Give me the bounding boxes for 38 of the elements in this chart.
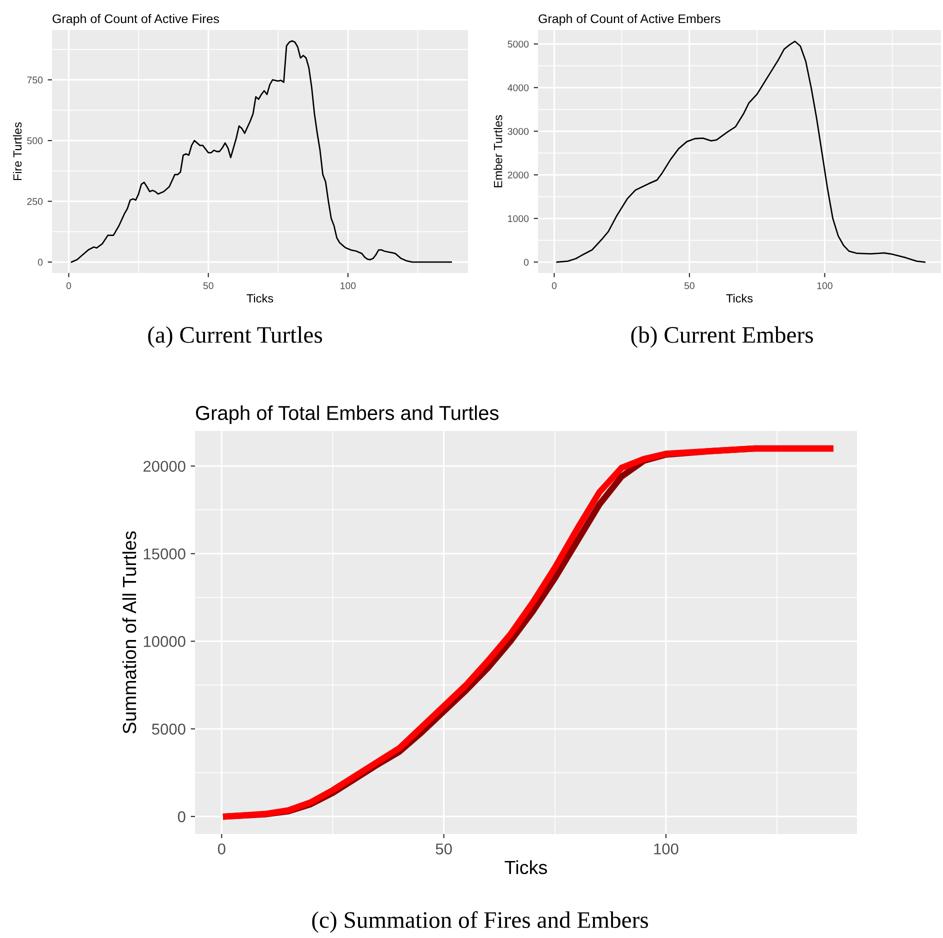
x-tick-label: 0	[552, 282, 557, 290]
text: (a) Current Turtles	[148, 326, 322, 348]
x-axis-title: Ticks	[246, 294, 274, 303]
y-tick-label: 2000	[508, 172, 529, 178]
y-tick-label: 10000	[144, 636, 186, 648]
text: (c) Summation of Fires and Embers	[312, 911, 648, 933]
x-tick-label: 50	[684, 282, 694, 290]
line-series	[556, 40, 926, 263]
y-tick-label: 0	[178, 811, 186, 822]
y-tick-label: 1000	[508, 215, 529, 222]
y-axis-title: Summation of All Turtles	[122, 531, 136, 734]
y-tick-label: 3000	[508, 128, 529, 135]
x-tick-label: 0	[218, 843, 226, 854]
x-axis-title: Ticks	[726, 294, 753, 303]
x-tick-label: 50	[203, 282, 214, 290]
x-tick-label: 100	[340, 282, 356, 290]
y-tick-label: 250	[27, 198, 43, 205]
line-series	[70, 40, 452, 263]
y-axis-title: Ember Turtles	[494, 115, 502, 188]
x-tick-label: 0	[66, 282, 72, 290]
y-tick-label: 5000	[508, 40, 529, 48]
y-tick-label: 20000	[144, 460, 186, 472]
chart-title: Graph of Count of Active Fires	[52, 14, 219, 26]
y-tick-label: 4000	[508, 84, 529, 92]
y-axis-title: Fire Turtles	[12, 122, 22, 180]
y-tick-label: 0	[38, 258, 43, 266]
x-axis-title: Ticks	[504, 860, 547, 874]
x-tick-label: 50	[436, 843, 452, 854]
y-tick-label: 500	[27, 137, 43, 144]
x-tick-label: 100	[817, 282, 832, 290]
text: (b) Current Embers	[631, 326, 813, 348]
y-tick-label: 750	[27, 76, 43, 84]
y-tick-label: 5000	[152, 724, 186, 735]
y-tick-label: 0	[524, 258, 529, 266]
chart-title: Graph of Count of Active Embers	[538, 14, 720, 26]
chart-title: Graph of Total Embers and Turtles	[196, 405, 499, 424]
y-tick-label: 15000	[144, 548, 186, 560]
x-tick-label: 100	[654, 843, 678, 854]
